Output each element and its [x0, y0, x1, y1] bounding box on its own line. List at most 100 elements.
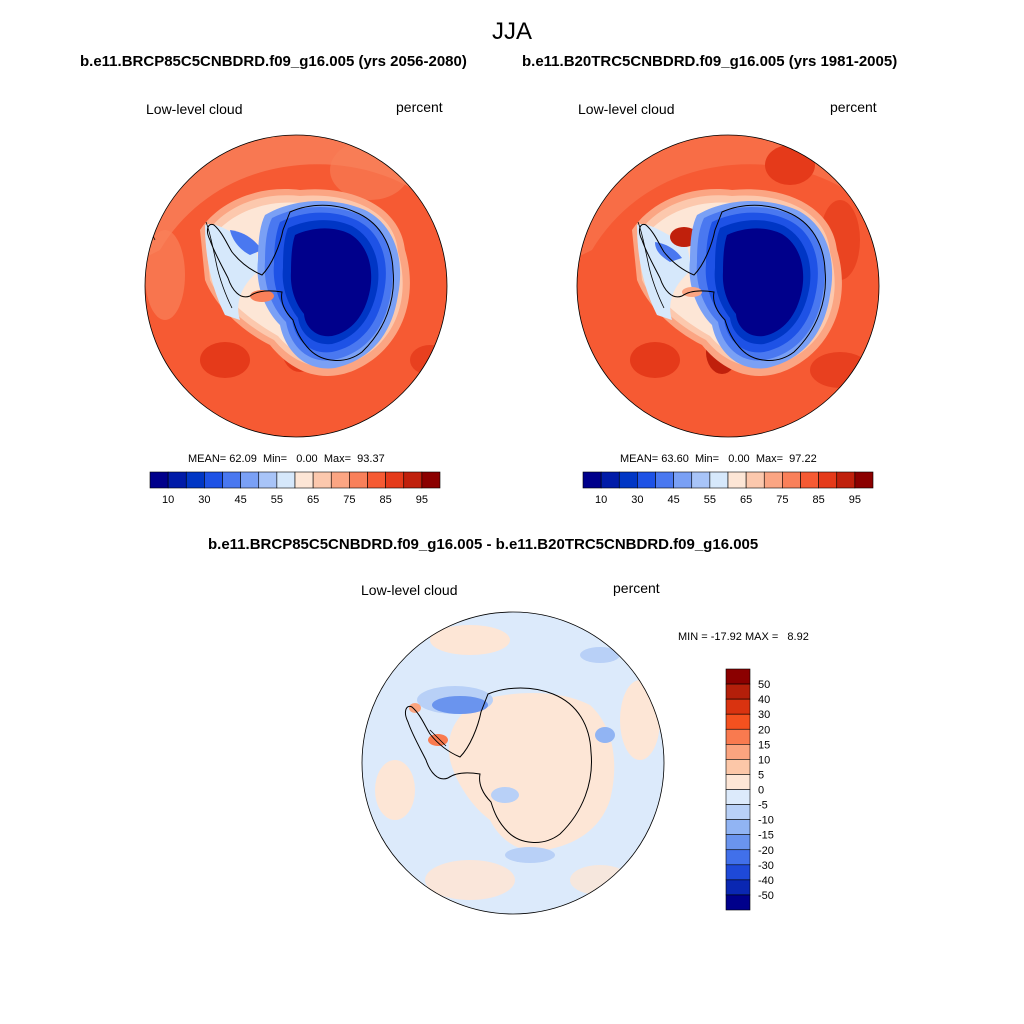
colorbar-tick-label: 5: [758, 769, 764, 781]
colorbar-tick-label: 30: [198, 494, 210, 506]
colorbar-box: [618, 471, 638, 489]
colorbar-tick-label: -20: [758, 845, 774, 857]
panel-title-historical: b.e11.B20TRC5CNBDRD.f09_g16.005 (yrs 198…: [522, 53, 898, 70]
colorbar-box: [763, 471, 783, 489]
colorbar-tick-label: 95: [416, 494, 428, 506]
colorbar-box: [725, 744, 751, 760]
colorbar-box: [725, 728, 751, 745]
map-future-border: [144, 134, 448, 438]
colorbar-box: [745, 471, 765, 489]
colorbar-tick-label: 85: [813, 494, 825, 506]
colorbar-box: [421, 471, 441, 489]
variable-label-historical: Low-level cloud: [578, 101, 675, 117]
colorbar-tick-label: 85: [380, 494, 392, 506]
colorbar-box: [240, 471, 260, 489]
colorbar-box: [582, 471, 602, 489]
panel-title-difference: b.e11.BRCP85C5CNBDRD.f09_g16.005 - b.e11…: [208, 536, 759, 553]
colorbar-box: [725, 879, 751, 896]
colorbar-tick-label: 45: [235, 494, 247, 506]
colorbar-box: [222, 471, 241, 489]
colorbar-box: [725, 894, 751, 911]
colorbar-tick-label: 15: [758, 739, 770, 751]
colorbar-tick-label: 55: [704, 494, 716, 506]
colorbar-tick-label: 40: [758, 694, 770, 706]
colorbar-box: [312, 471, 332, 489]
colorbar-box: [725, 759, 751, 775]
colorbar-tick-label: 95: [849, 494, 861, 506]
colorbar-tick-label: -50: [758, 890, 774, 902]
units-label-difference: percent: [613, 580, 660, 596]
map-historical-border: [576, 134, 880, 438]
colorbar-tick-label: 75: [343, 494, 355, 506]
units-label-future: percent: [396, 99, 443, 115]
colorbar-box: [167, 471, 187, 489]
colorbar-tick-label: 50: [758, 679, 770, 691]
panel-title-future: b.e11.BRCP85C5CNBDRD.f09_g16.005 (yrs 20…: [80, 53, 467, 70]
figure-title: JJA: [491, 18, 532, 45]
map-difference-border: [361, 611, 665, 915]
colorbar-tick-label: 65: [740, 494, 752, 506]
colorbar-box: [725, 668, 751, 685]
colorbar-tick-label: 10: [758, 754, 770, 766]
colorbar-box: [185, 471, 205, 489]
colorbar-box: [637, 471, 656, 489]
colorbar-tick-label: -15: [758, 830, 774, 842]
colorbar-box: [655, 471, 674, 489]
colorbar-box: [725, 713, 751, 730]
colorbar-box: [403, 471, 423, 489]
colorbar-tick-label: 75: [776, 494, 788, 506]
colorbar-box: [800, 471, 819, 489]
colorbar-box: [349, 471, 368, 489]
map-future: [145, 135, 447, 437]
colorbar-tick-label: 0: [758, 785, 764, 797]
colorbar-tick-label: -30: [758, 860, 774, 872]
colorbar-box: [725, 819, 751, 835]
colorbar-box: [258, 471, 278, 489]
colorbar-tick-label: 45: [668, 494, 680, 506]
colorbar-box: [725, 864, 751, 881]
variable-label-difference: Low-level cloud: [361, 582, 458, 598]
stats-future: MEAN= 62.09 Min= 0.00 Max= 93.37: [188, 453, 385, 465]
colorbar-tick-label: -40: [758, 875, 774, 887]
stats-difference: MIN = -17.92 MAX = 8.92: [678, 631, 809, 643]
colorbar-tick-label: -5: [758, 800, 768, 812]
colorbar-tick-label: -10: [758, 815, 774, 827]
colorbar-box: [725, 789, 751, 805]
colorbar-tick-label: 55: [271, 494, 283, 506]
variable-label-future: Low-level cloud: [146, 101, 243, 117]
units-label-historical: percent: [830, 99, 877, 115]
colorbar-box: [709, 471, 729, 489]
colorbar-box: [276, 471, 296, 489]
colorbar-box: [725, 683, 751, 700]
colorbar-box: [725, 698, 751, 715]
colorbar-box: [725, 834, 751, 851]
colorbar-box: [600, 471, 620, 489]
colorbar-box: [725, 804, 751, 820]
colorbar-tick-label: 10: [162, 494, 174, 506]
colorbar-box: [385, 471, 405, 489]
colorbar-tick-label: 30: [631, 494, 643, 506]
colorbar-box: [725, 774, 751, 790]
colorbar-tick-label: 30: [758, 709, 770, 721]
colorbar-future: 10 30 45 55 65 75 85 95: [149, 471, 441, 506]
colorbar-box: [673, 471, 693, 489]
colorbar-box: [725, 849, 751, 866]
colorbar-tick-label: 65: [307, 494, 319, 506]
colorbar-tick-label: 10: [595, 494, 607, 506]
colorbar-historical: 10 30 45 55 65 75 85 95: [582, 471, 874, 506]
colorbar-box: [836, 471, 856, 489]
colorbar-box: [782, 471, 801, 489]
colorbar-tick-label: 20: [758, 724, 770, 736]
colorbar-box: [818, 471, 838, 489]
colorbar-box: [204, 471, 223, 489]
colorbar-box: [691, 471, 711, 489]
colorbar-box: [727, 471, 747, 489]
stats-historical: MEAN= 63.60 Min= 0.00 Max= 97.22: [620, 453, 817, 465]
colorbar-box: [294, 471, 314, 489]
colorbar-box: [330, 471, 350, 489]
map-difference: [362, 612, 664, 914]
colorbar-box: [854, 471, 874, 489]
map-historical: [577, 135, 879, 437]
